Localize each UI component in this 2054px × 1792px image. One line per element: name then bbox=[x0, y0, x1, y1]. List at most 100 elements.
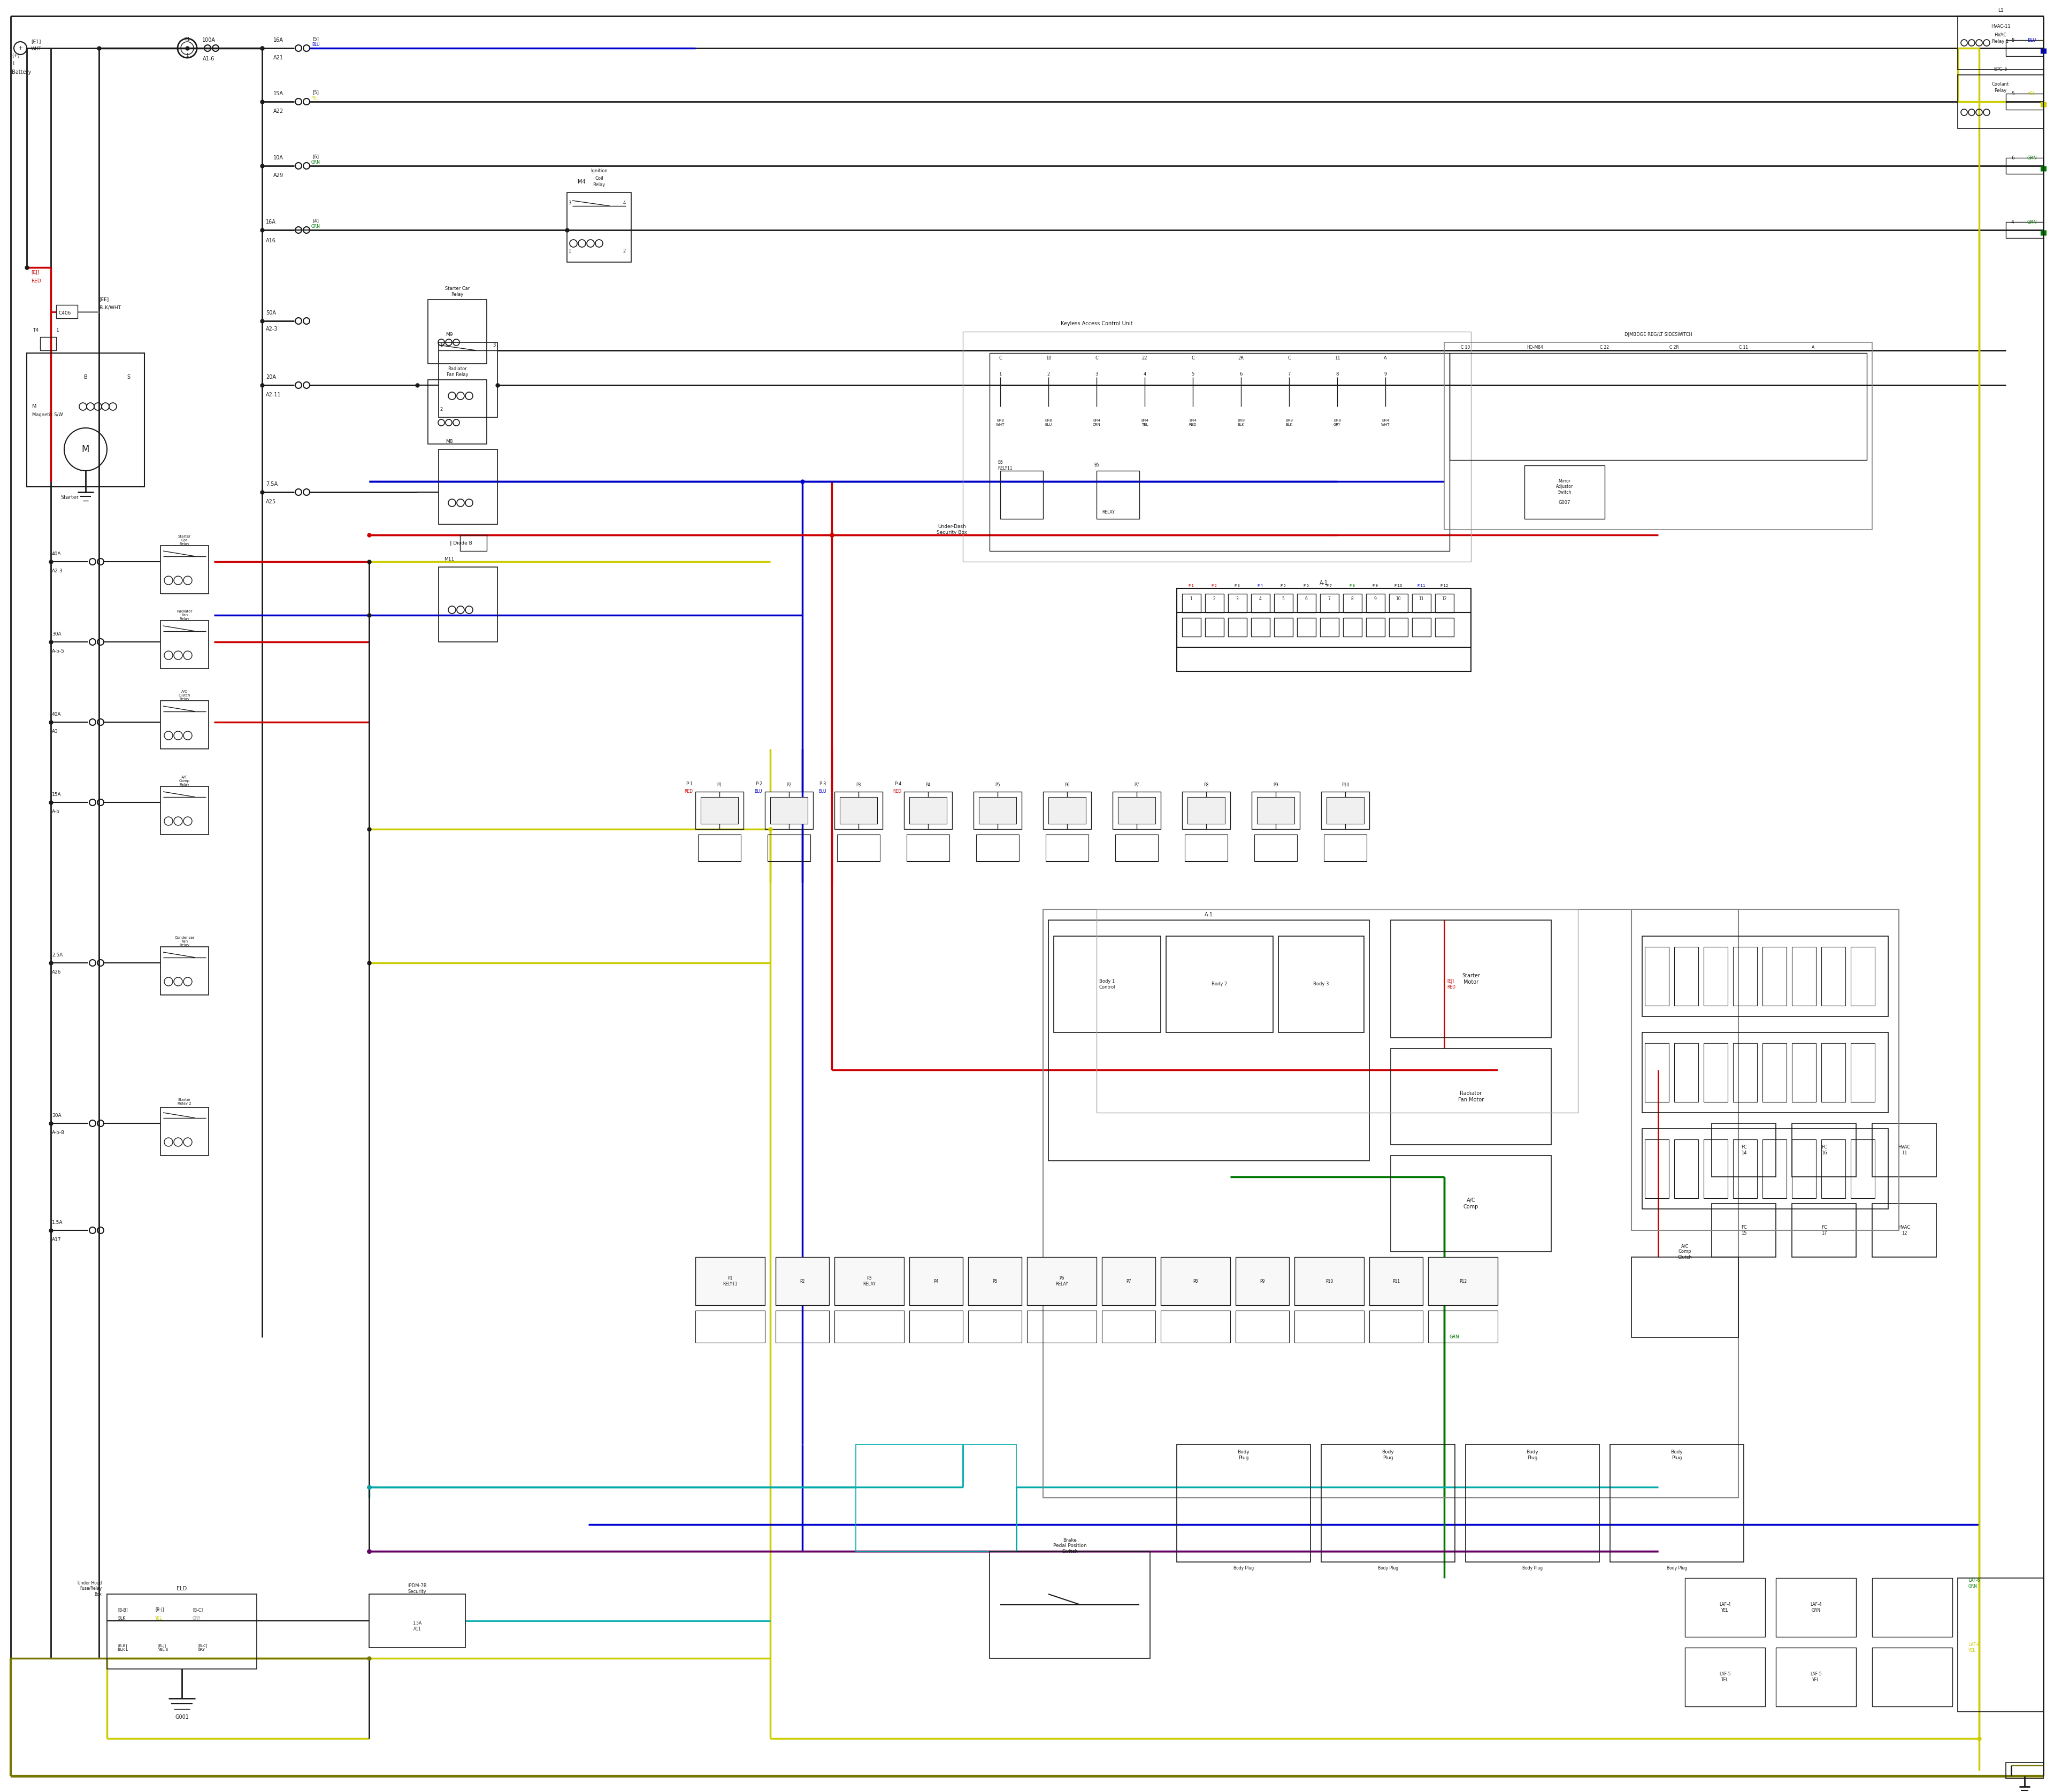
Bar bbox=[776, 1310, 830, 1342]
Text: A22: A22 bbox=[273, 109, 283, 115]
Bar bbox=[1851, 1043, 1875, 1102]
Text: 1: 1 bbox=[12, 61, 14, 66]
Text: WHT: WHT bbox=[31, 47, 41, 52]
Text: FC
15: FC 15 bbox=[1742, 1226, 1746, 1235]
Text: 2.5A: 2.5A bbox=[51, 952, 64, 957]
Text: P9: P9 bbox=[1273, 783, 1278, 788]
Bar bbox=[1822, 1043, 1844, 1102]
Text: P-1: P-1 bbox=[1189, 584, 1193, 588]
Text: M: M bbox=[82, 444, 90, 453]
Text: LAF-6
GRN: LAF-6 GRN bbox=[1968, 1579, 1980, 1588]
Bar bbox=[974, 792, 1021, 830]
Text: M11: M11 bbox=[444, 557, 454, 561]
Text: M9: M9 bbox=[446, 332, 454, 337]
Text: BLU: BLU bbox=[2027, 38, 2036, 43]
Text: P10: P10 bbox=[1341, 783, 1349, 788]
Text: [B-J]
YEL S: [B-J] YEL S bbox=[158, 1643, 168, 1650]
Bar bbox=[1871, 1204, 1937, 1256]
Text: A16: A16 bbox=[265, 238, 275, 244]
Bar bbox=[834, 1310, 904, 1342]
Bar bbox=[1428, 1256, 1497, 1305]
Text: B5: B5 bbox=[1095, 462, 1099, 468]
Text: A-b-8: A-b-8 bbox=[51, 1131, 64, 1136]
Text: 15A: 15A bbox=[273, 91, 283, 97]
Text: Relay: Relay bbox=[1994, 88, 2007, 93]
Text: GRN: GRN bbox=[2027, 220, 2038, 224]
Bar bbox=[1957, 16, 2044, 70]
Bar bbox=[460, 536, 487, 550]
Text: 6: 6 bbox=[1304, 597, 1308, 602]
Bar bbox=[160, 946, 210, 995]
Bar bbox=[2007, 158, 2044, 174]
Bar bbox=[2007, 93, 2044, 109]
Text: 3: 3 bbox=[1237, 597, 1239, 602]
Text: P12: P12 bbox=[1458, 1279, 1467, 1283]
Bar bbox=[1957, 1579, 2044, 1711]
Text: P7: P7 bbox=[1134, 783, 1140, 788]
Bar bbox=[700, 797, 737, 824]
Bar bbox=[1777, 1647, 1857, 1706]
Bar bbox=[1444, 342, 1871, 530]
Text: [B-B]: [B-B] bbox=[117, 1607, 127, 1613]
Text: RED: RED bbox=[31, 278, 41, 283]
Bar bbox=[1791, 1124, 1857, 1177]
Text: 20A: 20A bbox=[265, 375, 275, 380]
Text: P1
RELY11: P1 RELY11 bbox=[723, 1276, 737, 1287]
Text: P7: P7 bbox=[1126, 1279, 1132, 1283]
Text: BR8
BLU: BR8 BLU bbox=[1045, 419, 1052, 426]
Text: 7: 7 bbox=[1329, 597, 1331, 602]
Bar bbox=[1161, 1310, 1230, 1342]
Text: P-3: P-3 bbox=[1234, 584, 1241, 588]
Bar bbox=[1043, 909, 1738, 1498]
Bar bbox=[41, 337, 55, 351]
Bar bbox=[1684, 1579, 1764, 1636]
Bar bbox=[1734, 1043, 1756, 1102]
Text: 8: 8 bbox=[1352, 597, 1354, 602]
Text: Radiator
Fan
Relay: Radiator Fan Relay bbox=[177, 609, 193, 620]
Text: A/C
Comp
Relay: A/C Comp Relay bbox=[179, 776, 189, 787]
Bar bbox=[1321, 792, 1370, 830]
Bar bbox=[980, 797, 1017, 824]
Text: [EE]: [EE] bbox=[99, 297, 109, 303]
Bar bbox=[1631, 1256, 1738, 1337]
Bar bbox=[1674, 1043, 1699, 1102]
Bar bbox=[764, 792, 813, 830]
Text: ‖ Diode B: ‖ Diode B bbox=[450, 541, 472, 545]
Text: GRN: GRN bbox=[310, 159, 320, 165]
Text: A-1: A-1 bbox=[1204, 912, 1214, 918]
Text: Starter Car
Relay: Starter Car Relay bbox=[446, 287, 470, 297]
Bar bbox=[2007, 222, 2044, 238]
Bar bbox=[1183, 618, 1202, 636]
Bar bbox=[1183, 593, 1202, 613]
Text: A21: A21 bbox=[273, 56, 283, 61]
Text: B: B bbox=[84, 375, 88, 380]
Bar bbox=[698, 835, 741, 862]
Text: BR4
CRN: BR4 CRN bbox=[1093, 419, 1101, 426]
Text: BLU: BLU bbox=[754, 788, 762, 794]
Text: 30A: 30A bbox=[51, 1113, 62, 1118]
Text: LAF-5
TEL: LAF-5 TEL bbox=[1719, 1672, 1732, 1683]
Bar bbox=[1161, 1256, 1230, 1305]
Bar bbox=[990, 353, 1450, 550]
Text: Radiator
Fan Motor: Radiator Fan Motor bbox=[1458, 1091, 1483, 1102]
Bar bbox=[1206, 593, 1224, 613]
Bar bbox=[1645, 946, 1668, 1005]
Bar bbox=[1237, 1256, 1290, 1305]
Text: 16A: 16A bbox=[273, 38, 283, 43]
Bar bbox=[967, 1256, 1021, 1305]
Bar bbox=[160, 701, 210, 749]
Bar bbox=[834, 792, 883, 830]
Text: Coil: Coil bbox=[596, 176, 604, 181]
Text: Body
Plug: Body Plug bbox=[1382, 1450, 1395, 1460]
Bar bbox=[1101, 1256, 1154, 1305]
Bar bbox=[1294, 1310, 1364, 1342]
Text: A17: A17 bbox=[51, 1238, 62, 1242]
Text: 22: 22 bbox=[1142, 357, 1148, 360]
Text: [6]: [6] bbox=[312, 154, 318, 159]
Bar bbox=[1113, 792, 1161, 830]
Text: ELD: ELD bbox=[177, 1586, 187, 1591]
Bar bbox=[1228, 593, 1247, 613]
Bar bbox=[1298, 593, 1317, 613]
Text: BR4
RED: BR4 RED bbox=[1189, 419, 1197, 426]
Text: [EJ]: [EJ] bbox=[31, 271, 39, 276]
